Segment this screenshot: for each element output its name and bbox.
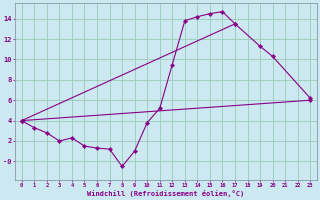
X-axis label: Windchill (Refroidissement éolien,°C): Windchill (Refroidissement éolien,°C) bbox=[87, 190, 244, 197]
